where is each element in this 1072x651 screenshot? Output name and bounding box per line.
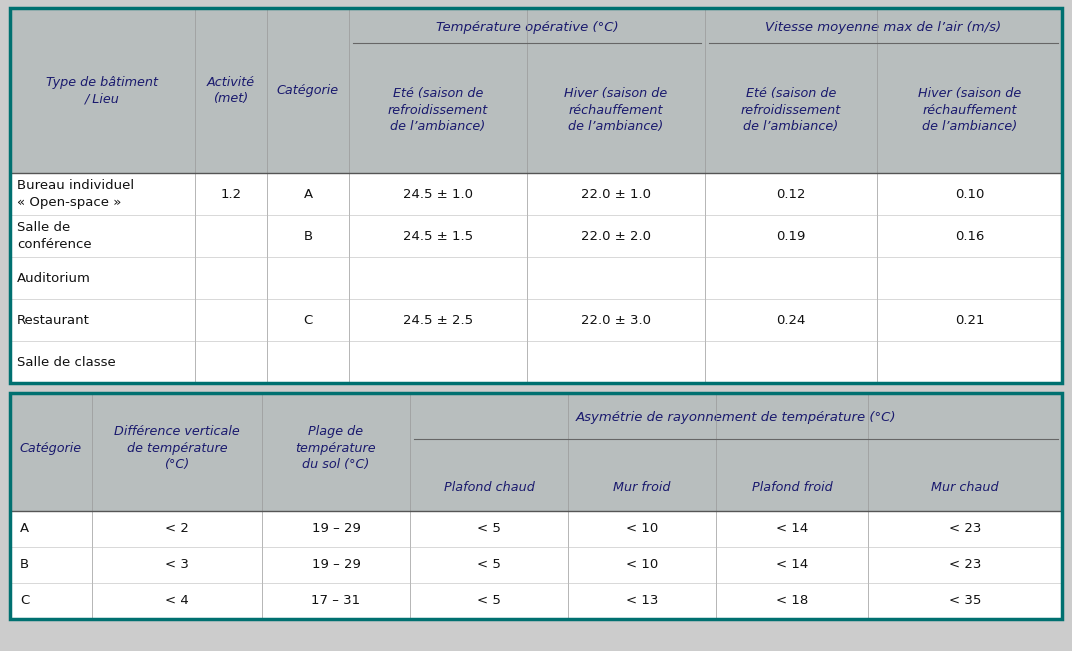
Text: < 5: < 5 xyxy=(477,523,501,536)
Bar xyxy=(10,511,1062,619)
Text: Eté (saison de
refroidissement
de l’ambiance): Eté (saison de refroidissement de l’ambi… xyxy=(741,87,842,133)
Bar xyxy=(10,173,1062,383)
Text: 17 – 31: 17 – 31 xyxy=(312,594,360,607)
Text: < 35: < 35 xyxy=(949,594,981,607)
Text: A: A xyxy=(303,187,313,201)
Text: Restaurant: Restaurant xyxy=(17,314,90,327)
Text: < 5: < 5 xyxy=(477,559,501,572)
Text: < 2: < 2 xyxy=(165,523,189,536)
Text: Salle de
conférence: Salle de conférence xyxy=(17,221,91,251)
Text: < 3: < 3 xyxy=(165,559,189,572)
Text: Vitesse moyenne max de l’air (m/s): Vitesse moyenne max de l’air (m/s) xyxy=(765,21,1001,35)
Text: B: B xyxy=(303,230,313,243)
Text: Bureau individuel
« Open-space »: Bureau individuel « Open-space » xyxy=(17,179,134,209)
Text: 0.24: 0.24 xyxy=(776,314,806,327)
Text: Activité
(met): Activité (met) xyxy=(207,76,255,105)
Text: Eté (saison de
refroidissement
de l’ambiance): Eté (saison de refroidissement de l’ambi… xyxy=(388,87,488,133)
Text: 24.5 ± 1.5: 24.5 ± 1.5 xyxy=(403,230,473,243)
Text: Différence verticale
de température
(°C): Différence verticale de température (°C) xyxy=(114,426,240,471)
Text: Hiver (saison de
réchauffement
de l’ambiance): Hiver (saison de réchauffement de l’ambi… xyxy=(564,87,668,133)
Text: Catégorie: Catégorie xyxy=(20,442,83,455)
Text: < 13: < 13 xyxy=(626,594,658,607)
Text: Asymétrie de rayonnement de température (°C): Asymétrie de rayonnement de température … xyxy=(576,411,896,424)
Text: Température opérative (°C): Température opérative (°C) xyxy=(435,21,619,35)
Text: < 10: < 10 xyxy=(626,559,658,572)
Bar xyxy=(10,8,1062,383)
Text: < 4: < 4 xyxy=(165,594,189,607)
Bar xyxy=(10,393,1062,619)
Text: < 14: < 14 xyxy=(776,523,808,536)
Text: Plage de
température
du sol (°C): Plage de température du sol (°C) xyxy=(296,426,376,471)
Text: < 18: < 18 xyxy=(776,594,808,607)
Text: Salle de classe: Salle de classe xyxy=(17,355,116,368)
Bar xyxy=(10,393,1062,511)
Text: 0.12: 0.12 xyxy=(776,187,806,201)
Text: Mur froid: Mur froid xyxy=(613,481,671,494)
Text: 0.21: 0.21 xyxy=(955,314,984,327)
Text: 24.5 ± 1.0: 24.5 ± 1.0 xyxy=(403,187,473,201)
Text: Type de bâtiment
/ Lieu: Type de bâtiment / Lieu xyxy=(46,76,159,105)
Text: Plafond chaud: Plafond chaud xyxy=(444,481,535,494)
Text: 22.0 ± 3.0: 22.0 ± 3.0 xyxy=(581,314,651,327)
Text: 19 – 29: 19 – 29 xyxy=(312,523,360,536)
Text: C: C xyxy=(303,314,313,327)
Text: Catégorie: Catégorie xyxy=(277,84,339,97)
Text: < 14: < 14 xyxy=(776,559,808,572)
Text: < 5: < 5 xyxy=(477,594,501,607)
Text: 19 – 29: 19 – 29 xyxy=(312,559,360,572)
Text: Plafond froid: Plafond froid xyxy=(751,481,832,494)
Text: A: A xyxy=(20,523,29,536)
Text: < 23: < 23 xyxy=(949,559,981,572)
Text: 22.0 ± 1.0: 22.0 ± 1.0 xyxy=(581,187,651,201)
Text: Auditorium: Auditorium xyxy=(17,271,91,284)
Text: < 10: < 10 xyxy=(626,523,658,536)
Text: < 23: < 23 xyxy=(949,523,981,536)
Text: 0.10: 0.10 xyxy=(955,187,984,201)
Text: B: B xyxy=(20,559,29,572)
Text: 22.0 ± 2.0: 22.0 ± 2.0 xyxy=(581,230,651,243)
Text: Mur chaud: Mur chaud xyxy=(932,481,999,494)
Text: Hiver (saison de
réchauffement
de l’ambiance): Hiver (saison de réchauffement de l’ambi… xyxy=(918,87,1022,133)
Text: C: C xyxy=(20,594,29,607)
Bar xyxy=(10,8,1062,173)
Text: 24.5 ± 2.5: 24.5 ± 2.5 xyxy=(403,314,473,327)
Text: 0.19: 0.19 xyxy=(776,230,806,243)
Text: 1.2: 1.2 xyxy=(221,187,241,201)
Text: 0.16: 0.16 xyxy=(955,230,984,243)
